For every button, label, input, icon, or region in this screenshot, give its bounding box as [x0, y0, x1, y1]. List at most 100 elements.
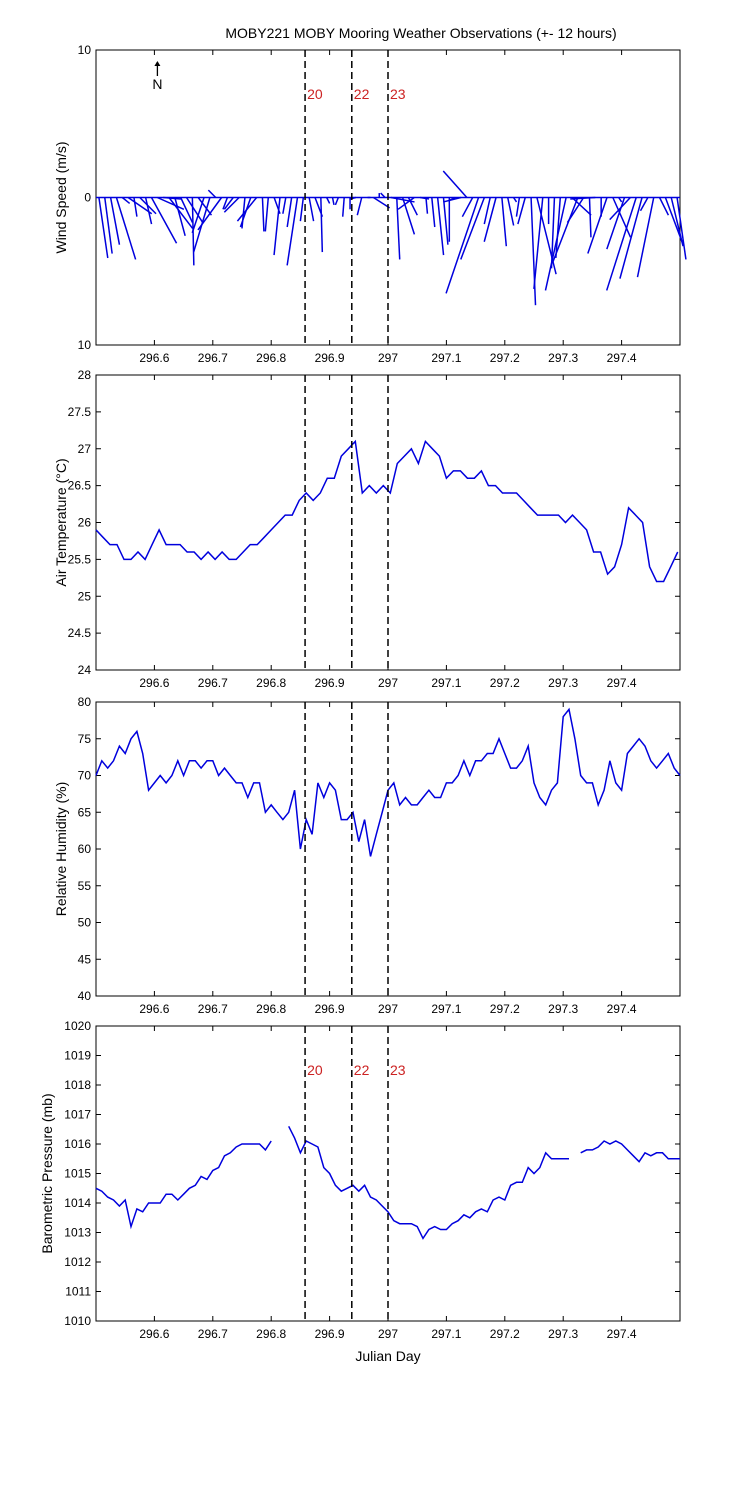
wind-vector	[286, 197, 299, 266]
x-tick-label: 296.8	[256, 351, 286, 365]
wind-vector	[571, 196, 592, 216]
y-tick-label: 24	[78, 663, 92, 677]
panel-2: 296.6 296.7 296.8 296.9 297 297.1 297.2 297.3 29…	[53, 368, 681, 690]
wind-vector	[396, 197, 401, 260]
x-tick-label: 296.6	[139, 1327, 169, 1341]
marker-label: 23	[390, 1062, 406, 1078]
wind-vector	[566, 197, 585, 223]
y-tick-label: 10	[78, 338, 92, 352]
wind-vector	[197, 197, 223, 231]
panel-1: 296.6 296.7 296.8 296.9 297 297.1 297.2 297.3 29…	[53, 43, 687, 365]
wind-vector	[517, 197, 526, 225]
marker-label: 20	[307, 1062, 323, 1078]
wind-vector	[180, 197, 194, 223]
x-tick-label: 296.6	[139, 351, 169, 365]
wind-vector	[115, 197, 137, 260]
wind-vector	[570, 196, 596, 200]
wind-vector	[168, 197, 194, 229]
y-tick-label: 1013	[64, 1226, 91, 1240]
y-tick-label: 1020	[64, 1019, 91, 1033]
x-tick-label: 297.4	[607, 351, 637, 365]
wind-vector	[207, 189, 217, 199]
x-tick-label: 297	[378, 351, 398, 365]
wind-vector	[133, 197, 138, 217]
y-tick-label: 25	[78, 589, 92, 603]
y-tick-label: 1011	[65, 1285, 91, 1299]
wind-vector	[191, 197, 205, 234]
y-tick-label: 1012	[64, 1255, 91, 1269]
y-tick-label: 27.5	[68, 405, 92, 419]
wind-vector	[401, 197, 416, 235]
series-line	[288, 1125, 569, 1240]
wind-vector	[506, 197, 515, 226]
wind-vector	[380, 192, 386, 199]
series-line	[580, 1140, 680, 1163]
wind-vector	[185, 197, 204, 223]
marker-label: 22	[354, 1062, 370, 1078]
x-tick-label: 296.9	[315, 1327, 345, 1341]
wind-vector	[512, 197, 518, 203]
marker-label: 22	[354, 86, 370, 102]
x-tick-label: 297.1	[431, 1002, 461, 1016]
wind-vector	[261, 197, 265, 232]
wind-vector	[109, 197, 121, 245]
wind-vector	[349, 196, 357, 200]
wind-vector	[501, 197, 508, 247]
wind-vector	[483, 197, 491, 225]
wind-vector	[264, 197, 270, 232]
wind-vector	[320, 197, 324, 253]
wind-vector	[587, 197, 608, 254]
y-axis-label: Air Temperature (°C)	[53, 458, 69, 586]
x-tick-label: 297	[378, 1327, 398, 1341]
x-tick-label: 297.2	[490, 1002, 520, 1016]
wind-vector	[461, 197, 474, 218]
wind-vector	[334, 197, 340, 206]
wind-vector	[460, 197, 486, 260]
wind-vector	[639, 197, 649, 212]
wind-vector	[282, 197, 287, 214]
wind-vector	[223, 197, 234, 210]
y-axis-label: Barometric Pressure (mb)	[39, 1093, 55, 1253]
y-tick-label: 55	[78, 879, 92, 893]
x-tick-label: 297.3	[548, 1002, 578, 1016]
wind-vector	[308, 197, 315, 222]
y-tick-label: 0	[84, 191, 91, 205]
x-tick-label: 297.4	[607, 1327, 637, 1341]
wind-vector	[419, 196, 430, 200]
wind-vector	[442, 197, 449, 245]
x-tick-label: 297.1	[431, 676, 461, 690]
wind-vector	[588, 197, 592, 238]
wind-vector	[612, 197, 632, 238]
figure-title: MOBY221 MOBY Mooring Weather Observation…	[225, 25, 617, 41]
y-tick-label: 10	[78, 43, 92, 57]
x-tick-label: 296.8	[256, 1327, 286, 1341]
wind-vector	[555, 197, 562, 259]
y-tick-label: 1018	[64, 1078, 91, 1092]
wind-vector	[609, 196, 631, 221]
wind-vector	[127, 196, 153, 215]
marker-label: 20	[307, 86, 323, 102]
wind-vector	[397, 196, 415, 210]
wind-vector	[104, 197, 113, 254]
series-line	[95, 439, 679, 583]
x-tick-label: 297.3	[548, 676, 578, 690]
wind-vector	[530, 197, 537, 306]
y-tick-label: 65	[78, 805, 92, 819]
x-tick-label: 297.3	[548, 1327, 578, 1341]
x-tick-label: 296.8	[256, 1002, 286, 1016]
x-tick-label: 296.9	[315, 676, 345, 690]
series-line	[95, 1140, 272, 1230]
y-tick-label: 26	[78, 516, 92, 530]
x-tick-label: 296.8	[256, 676, 286, 690]
wind-vector	[197, 197, 213, 216]
wind-vector	[515, 197, 521, 217]
wind-vector	[425, 197, 429, 214]
wind-vector	[157, 196, 185, 210]
wind-vector	[676, 197, 687, 260]
wind-vector	[222, 197, 229, 210]
x-axis-label: Julian Day	[355, 1348, 420, 1364]
x-tick-label: 296.9	[315, 351, 345, 365]
north-label: N	[152, 76, 162, 92]
